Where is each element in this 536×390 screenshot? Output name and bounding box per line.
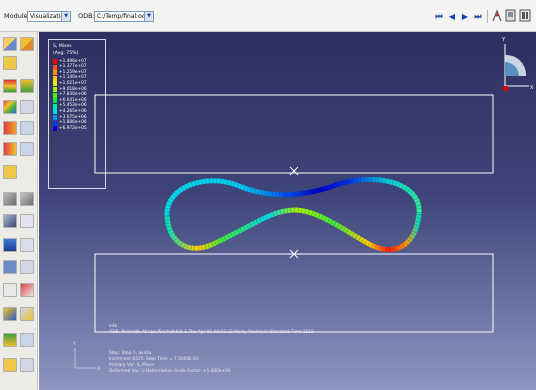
legend-swatch (53, 103, 57, 109)
view-axis-y-label: Y (501, 37, 506, 43)
legend-swatch (53, 59, 57, 64)
legend-value: +9.018e+06 (59, 86, 87, 92)
view-axis-x-label: X (530, 85, 534, 91)
next-frame-icon[interactable]: ▶ (461, 12, 469, 21)
module-combo[interactable]: Visualization ▼ (27, 11, 71, 22)
legend-subtitle: (Avg: 75%) (53, 51, 79, 56)
module-value: Visualization (30, 13, 68, 20)
legend-value: +1.496e+07 (59, 58, 87, 64)
contour-legend: S, Mises (Avg: 75%) +1.496e+07 +1.377e+07… (48, 39, 106, 189)
deformed-tube-lower[interactable] (164, 207, 422, 253)
legend-value: +1.886e+06 (59, 120, 87, 126)
legend-value: +5.453e+06 (59, 103, 87, 109)
display-group-icon[interactable] (3, 307, 17, 321)
legend-swatch (53, 81, 57, 87)
plot-contours-deformed-icon[interactable] (20, 79, 34, 93)
common-plot-options-icon[interactable] (3, 165, 17, 179)
legend-swatch (53, 109, 57, 115)
legend-value: +7.830e+06 (59, 92, 87, 98)
legend-swatch (53, 126, 57, 132)
plot-contours-both-icon[interactable] (3, 100, 17, 114)
symbol-options-icon[interactable] (20, 121, 34, 135)
reference-point-lower[interactable] (289, 249, 299, 259)
view-cut-icon[interactable] (20, 283, 34, 297)
legend-value: +4.265e+06 (59, 108, 87, 114)
odb-tag-label: odb (109, 324, 118, 329)
legend-value: +1.377e+07 (59, 64, 87, 70)
last-frame-icon[interactable]: ⏭ (474, 12, 482, 21)
legend-value: +6.641e+06 (59, 97, 87, 103)
legend-title: S, Mises (53, 44, 72, 49)
animate-options-icon[interactable] (491, 9, 503, 23)
animate-harmonic-icon[interactable] (3, 214, 17, 228)
tools-icon[interactable] (20, 358, 34, 372)
odb-info-line: ODB: final.odb Abaqus/Explicit 6.9-1 Thu… (109, 330, 314, 335)
legend-value: +3.075e+06 (59, 114, 87, 120)
previous-frame-icon[interactable]: ◀ (448, 12, 456, 21)
contour-options-icon[interactable] (20, 100, 34, 114)
reference-point-upper[interactable] (289, 166, 299, 176)
toolbar-separator (487, 10, 488, 23)
increment-info-line: Increment 8325: Step Time = 7.5000E-03 (109, 357, 199, 362)
legend-swatch (53, 87, 57, 92)
lower-plate[interactable] (94, 253, 494, 333)
step-info-line: Step: Step-1, axidia (109, 351, 152, 356)
deformed-tube-upper[interactable] (164, 176, 422, 217)
path-icon[interactable] (3, 283, 17, 297)
mesh-lines-lower (164, 207, 422, 253)
odb-label: ODB: (78, 12, 95, 20)
coordinate-triad (74, 348, 95, 369)
module-label: Module: (4, 12, 30, 20)
xy-data-manager-icon[interactable] (20, 238, 34, 252)
plot-undeformed-shape-icon[interactable] (3, 37, 17, 51)
create-xy-data-icon[interactable] (3, 238, 17, 252)
legend-value: +6.972e+05 (59, 125, 87, 131)
report-field-output-icon[interactable] (3, 260, 17, 274)
context-bar: Module: Visualization ▼ ODB: C:/Temp/fin… (0, 0, 536, 32)
plot-deformed-shape-icon[interactable] (20, 37, 34, 51)
toolbox (0, 32, 38, 390)
triad-y-label: Y (72, 341, 76, 347)
triad-x-label: X (97, 366, 100, 372)
legend-swatch (53, 120, 57, 126)
animate-scale-factor-icon[interactable] (3, 192, 17, 206)
odb-value: C:/Temp/final.odb (97, 13, 150, 20)
allow-multiple-plot-states-icon[interactable] (3, 56, 17, 70)
plot-symbols-icon[interactable] (3, 121, 17, 135)
legend-value: +1.259e+07 (59, 69, 87, 75)
legend-swatch (53, 70, 57, 76)
deformed-var-info-line: Deformed Var: U Deformation Scale Factor… (109, 369, 231, 374)
frame-selector-icon[interactable] (505, 9, 517, 23)
overlay-plot-icon[interactable] (3, 333, 17, 347)
plot-material-orientations-icon[interactable] (3, 142, 17, 156)
view-cube-axis[interactable] (503, 44, 529, 91)
legend-swatch (53, 115, 57, 120)
chevron-down-icon[interactable]: ▼ (144, 12, 153, 21)
material-orientation-options-icon[interactable] (20, 142, 34, 156)
model-canvas[interactable]: Y X Y X (39, 32, 536, 390)
odb-combo[interactable]: C:/Temp/final.odb ▼ (94, 11, 154, 22)
legend-value: +1.021e+07 (59, 80, 87, 86)
legend-swatch (53, 75, 57, 81)
primary-var-info-line: Primary Var: S, Mises (109, 363, 155, 368)
animate-time-history-icon[interactable] (20, 192, 34, 206)
animation-options-icon[interactable] (20, 214, 34, 228)
legend-swatch (53, 98, 57, 104)
plot-contours-undeformed-icon[interactable] (3, 79, 17, 93)
first-frame-icon[interactable]: ⏮ (435, 12, 443, 21)
legend-value: +1.140e+07 (59, 75, 87, 81)
legend-swatch (53, 64, 57, 70)
probe-values-icon[interactable] (20, 260, 34, 274)
display-group-manager-icon[interactable] (20, 307, 34, 321)
viewport[interactable]: S, Mises (Avg: 75%) +1.496e+07 +1.377e+07… (39, 32, 536, 390)
time-history-icon[interactable] (519, 9, 531, 23)
legend-swatch (53, 92, 57, 98)
query-information-icon[interactable] (3, 358, 17, 372)
chevron-down-icon[interactable]: ▼ (61, 12, 70, 21)
viewport-annotation-options-icon[interactable] (20, 333, 34, 347)
upper-plate[interactable] (94, 94, 494, 174)
